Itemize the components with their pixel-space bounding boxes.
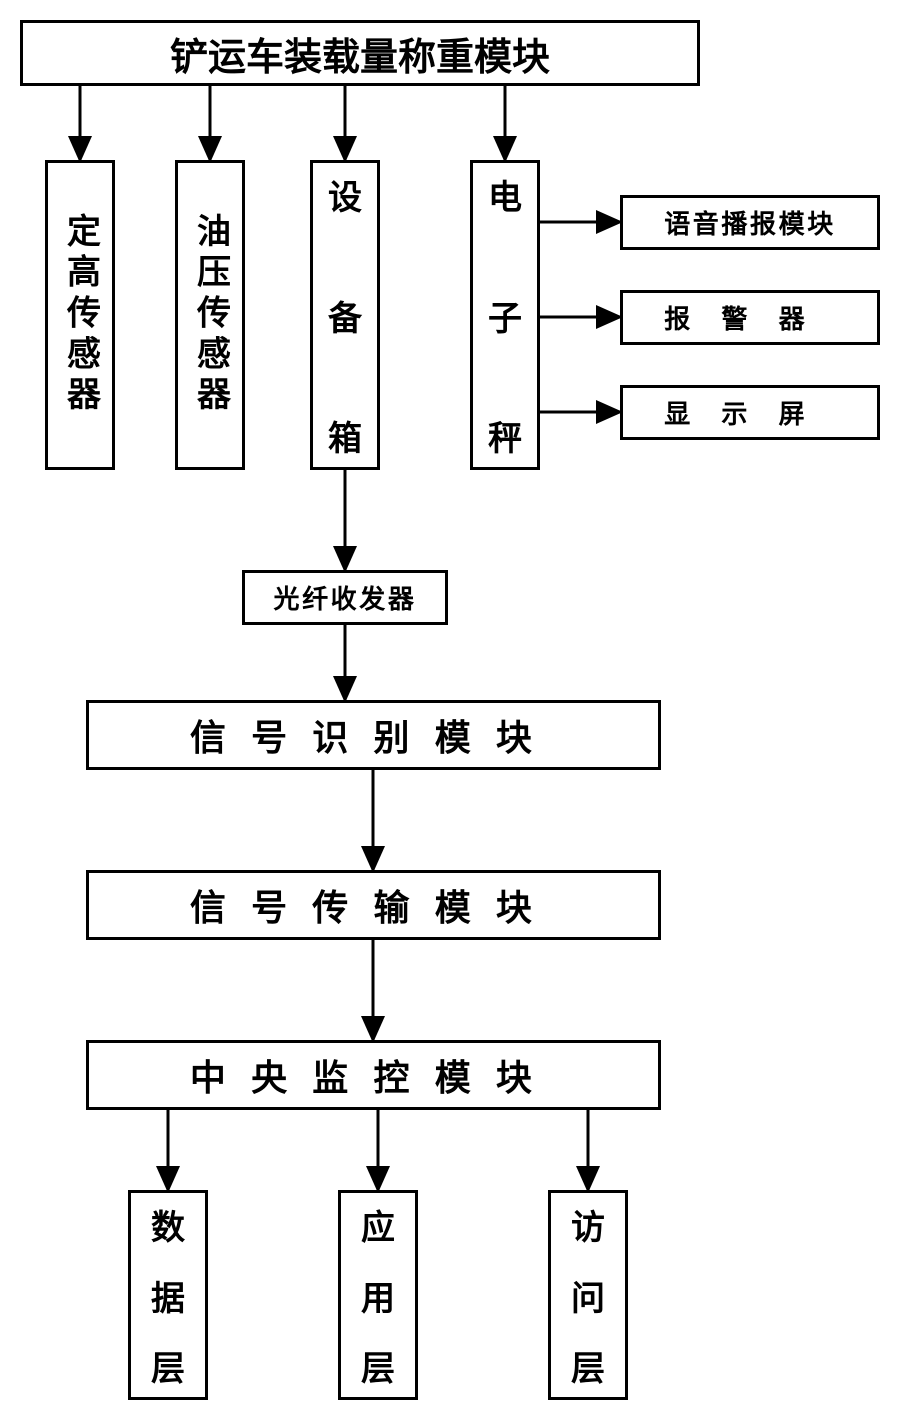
node-fiber: 光纤收发器 — [242, 570, 448, 625]
node-b2: 应用层 — [338, 1190, 418, 1400]
node-label: 定高传感器 — [56, 170, 105, 460]
node-label: 信号识别模块 — [190, 709, 557, 761]
node-top: 铲运车装载量称重模块 — [20, 20, 700, 86]
node-m3: 中央监控模块 — [86, 1040, 661, 1110]
node-s3: 显示屏 — [620, 385, 880, 440]
node-label: 油压传感器 — [186, 170, 235, 460]
node-m2: 信号传输模块 — [86, 870, 661, 940]
node-v2: 油压传感器 — [175, 160, 245, 470]
node-s1: 语音播报模块 — [620, 195, 880, 250]
node-b3: 访问层 — [548, 1190, 628, 1400]
node-v1: 定高传感器 — [45, 160, 115, 470]
node-label: 应用层 — [361, 1200, 395, 1390]
node-label: 报警器 — [664, 299, 836, 336]
node-label: 光纤收发器 — [273, 579, 416, 616]
node-label: 铲运车装载量称重模块 — [170, 26, 550, 81]
node-m1: 信号识别模块 — [86, 700, 661, 770]
node-v4: 电子秤 — [470, 160, 540, 470]
node-label: 语音播报模块 — [664, 204, 836, 241]
node-b1: 数据层 — [128, 1190, 208, 1400]
node-label: 访问层 — [571, 1200, 605, 1390]
node-label: 数据层 — [151, 1200, 185, 1390]
node-label: 信号传输模块 — [190, 879, 557, 931]
node-s2: 报警器 — [620, 290, 880, 345]
node-label: 电子秤 — [488, 170, 522, 460]
node-label: 设备箱 — [328, 170, 362, 460]
node-label: 中央监控模块 — [190, 1049, 557, 1101]
node-v3: 设备箱 — [310, 160, 380, 470]
node-label: 显示屏 — [664, 394, 836, 431]
